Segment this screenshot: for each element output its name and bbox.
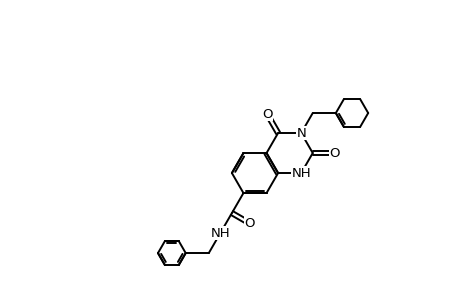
Text: O: O [329,146,339,160]
Text: O: O [244,217,255,230]
Text: N: N [296,127,305,140]
Text: O: O [261,107,272,121]
Text: NH: NH [291,167,310,179]
Text: NH: NH [210,226,230,240]
